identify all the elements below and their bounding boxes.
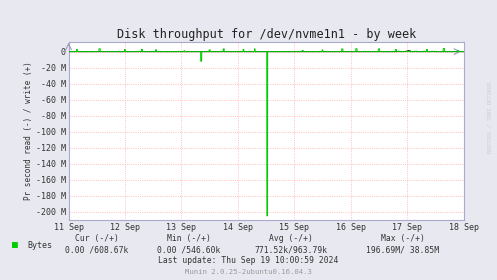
Text: 196.69M/ 38.85M: 196.69M/ 38.85M — [366, 245, 439, 254]
Y-axis label: Pr second read (-) / write (+): Pr second read (-) / write (+) — [24, 62, 33, 200]
Text: Cur (-/+): Cur (-/+) — [75, 234, 119, 243]
Text: Avg (-/+): Avg (-/+) — [269, 234, 313, 243]
Text: 771.52k/963.79k: 771.52k/963.79k — [254, 245, 328, 254]
Text: Min (-/+): Min (-/+) — [167, 234, 211, 243]
Text: Bytes: Bytes — [27, 241, 52, 249]
Text: 0.00 /546.60k: 0.00 /546.60k — [157, 245, 221, 254]
Text: 0.00 /608.67k: 0.00 /608.67k — [65, 245, 129, 254]
Text: ■: ■ — [12, 240, 18, 250]
Title: Disk throughput for /dev/nvme1n1 - by week: Disk throughput for /dev/nvme1n1 - by we… — [116, 28, 416, 41]
Text: RRDTOOL / TOBI OETIKER: RRDTOOL / TOBI OETIKER — [487, 82, 492, 153]
Text: Max (-/+): Max (-/+) — [381, 234, 424, 243]
Text: Last update: Thu Sep 19 10:00:59 2024: Last update: Thu Sep 19 10:00:59 2024 — [159, 256, 338, 265]
Text: Munin 2.0.25-2ubuntu0.16.04.3: Munin 2.0.25-2ubuntu0.16.04.3 — [185, 269, 312, 275]
